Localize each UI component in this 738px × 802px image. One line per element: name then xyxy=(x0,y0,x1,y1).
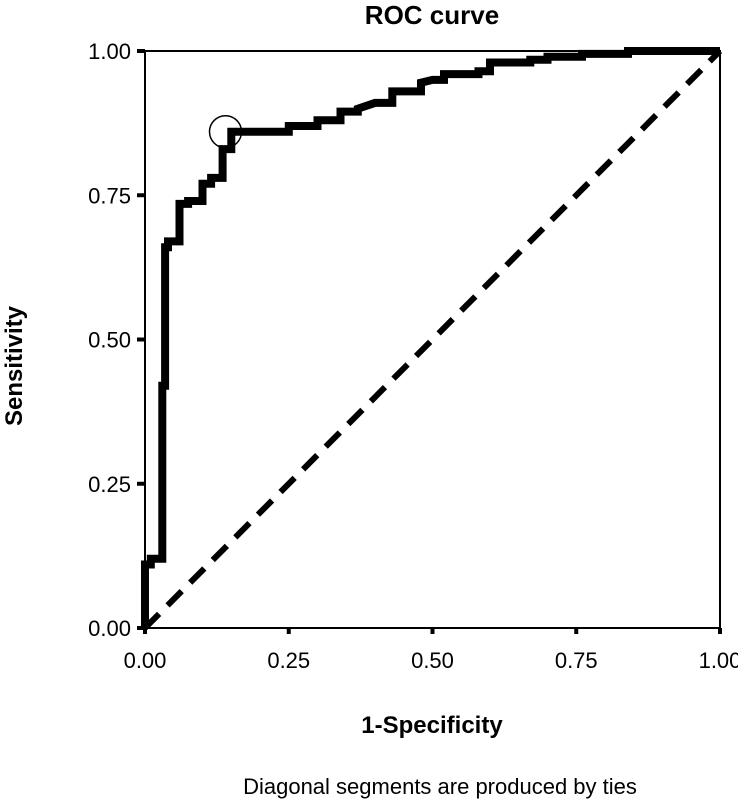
x-tick-label: 1.00 xyxy=(699,648,738,673)
x-tick-label: 0.75 xyxy=(555,648,598,673)
reference-diagonal-line xyxy=(142,48,723,631)
x-tick-label: 0.00 xyxy=(124,648,167,673)
y-tick-label: 1.00 xyxy=(88,39,131,64)
x-tick-label: 0.50 xyxy=(411,648,454,673)
y-tick-label: 0.25 xyxy=(88,472,131,497)
chart-title: ROC curve xyxy=(365,0,499,30)
y-tick-label: 0.00 xyxy=(88,616,131,641)
x-axis-ticks: 0.00 0.25 0.50 0.75 1.00 xyxy=(124,628,738,673)
y-tick-label: 0.50 xyxy=(88,328,131,353)
y-axis-label: Sensitivity xyxy=(1,305,28,426)
chart-footnote: Diagonal segments are produced by ties xyxy=(243,774,637,799)
y-tick-label: 0.75 xyxy=(88,183,131,208)
x-axis-label: 1-Specificity xyxy=(361,712,503,739)
x-tick-label: 0.25 xyxy=(267,648,310,673)
roc-curve-line xyxy=(141,47,720,628)
y-axis-ticks: 0.00 0.25 0.50 0.75 1.00 xyxy=(88,39,145,641)
optimal-cutoff-marker xyxy=(208,115,243,149)
